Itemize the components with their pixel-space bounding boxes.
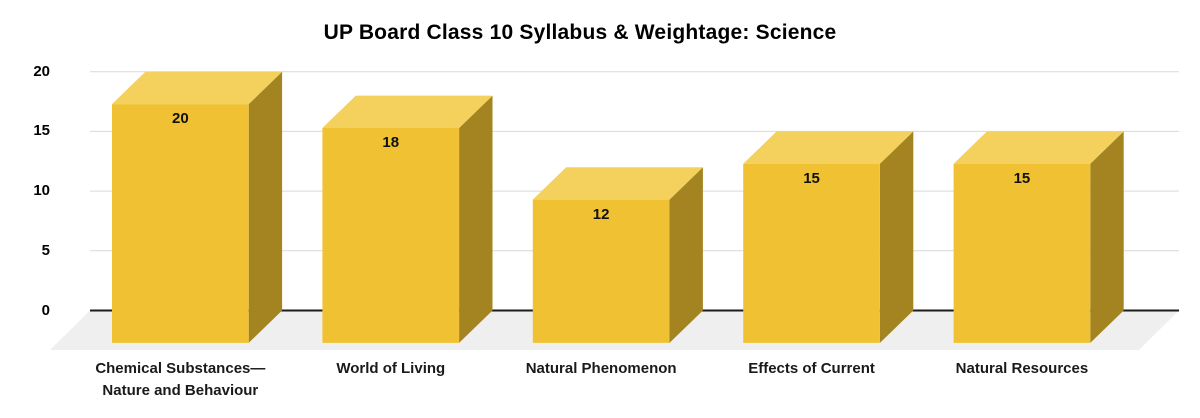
bar-top-face [532, 167, 703, 200]
y-axis-tick-label: 0 [41, 301, 50, 319]
bar-side-face [669, 167, 703, 343]
bar-value-label: 15 [803, 169, 820, 187]
bar-side-face [248, 71, 283, 343]
bar-side-face [1090, 131, 1124, 343]
x-category-label: Chemical Substances—Nature and Behaviour [95, 360, 266, 399]
bar-side-face [459, 95, 493, 343]
y-axis-tick-label: 10 [33, 182, 50, 200]
bar-front-face [112, 104, 249, 343]
bar-value-label: 12 [592, 205, 610, 223]
bar-value-label: 18 [382, 133, 400, 151]
bar-top-face [953, 131, 1124, 164]
bar-side-face [879, 131, 914, 343]
chart-title: UP Board Class 10 Syllabus & Weightage: … [323, 21, 837, 44]
x-category-label: World of Living [336, 360, 446, 377]
y-axis-tick-label: 5 [41, 241, 50, 259]
bar-top-face [322, 95, 493, 128]
x-category-label: Natural Resources [955, 360, 1089, 377]
bar-top-face [112, 71, 283, 105]
y-axis-tick-label: 20 [33, 62, 50, 80]
bar-value-label: 15 [1013, 169, 1031, 187]
bar-value-label: 20 [172, 110, 189, 128]
bar-front-face [743, 163, 880, 343]
x-category-label: Natural Phenomenon [525, 360, 677, 377]
y-axis-tick-label: 15 [33, 122, 50, 140]
bar-front-face [322, 127, 460, 343]
bar-top-face [743, 131, 914, 164]
bar-front-face [953, 163, 1091, 343]
bar-front-face [532, 199, 670, 343]
x-category-label: Effects of Current [748, 360, 875, 377]
